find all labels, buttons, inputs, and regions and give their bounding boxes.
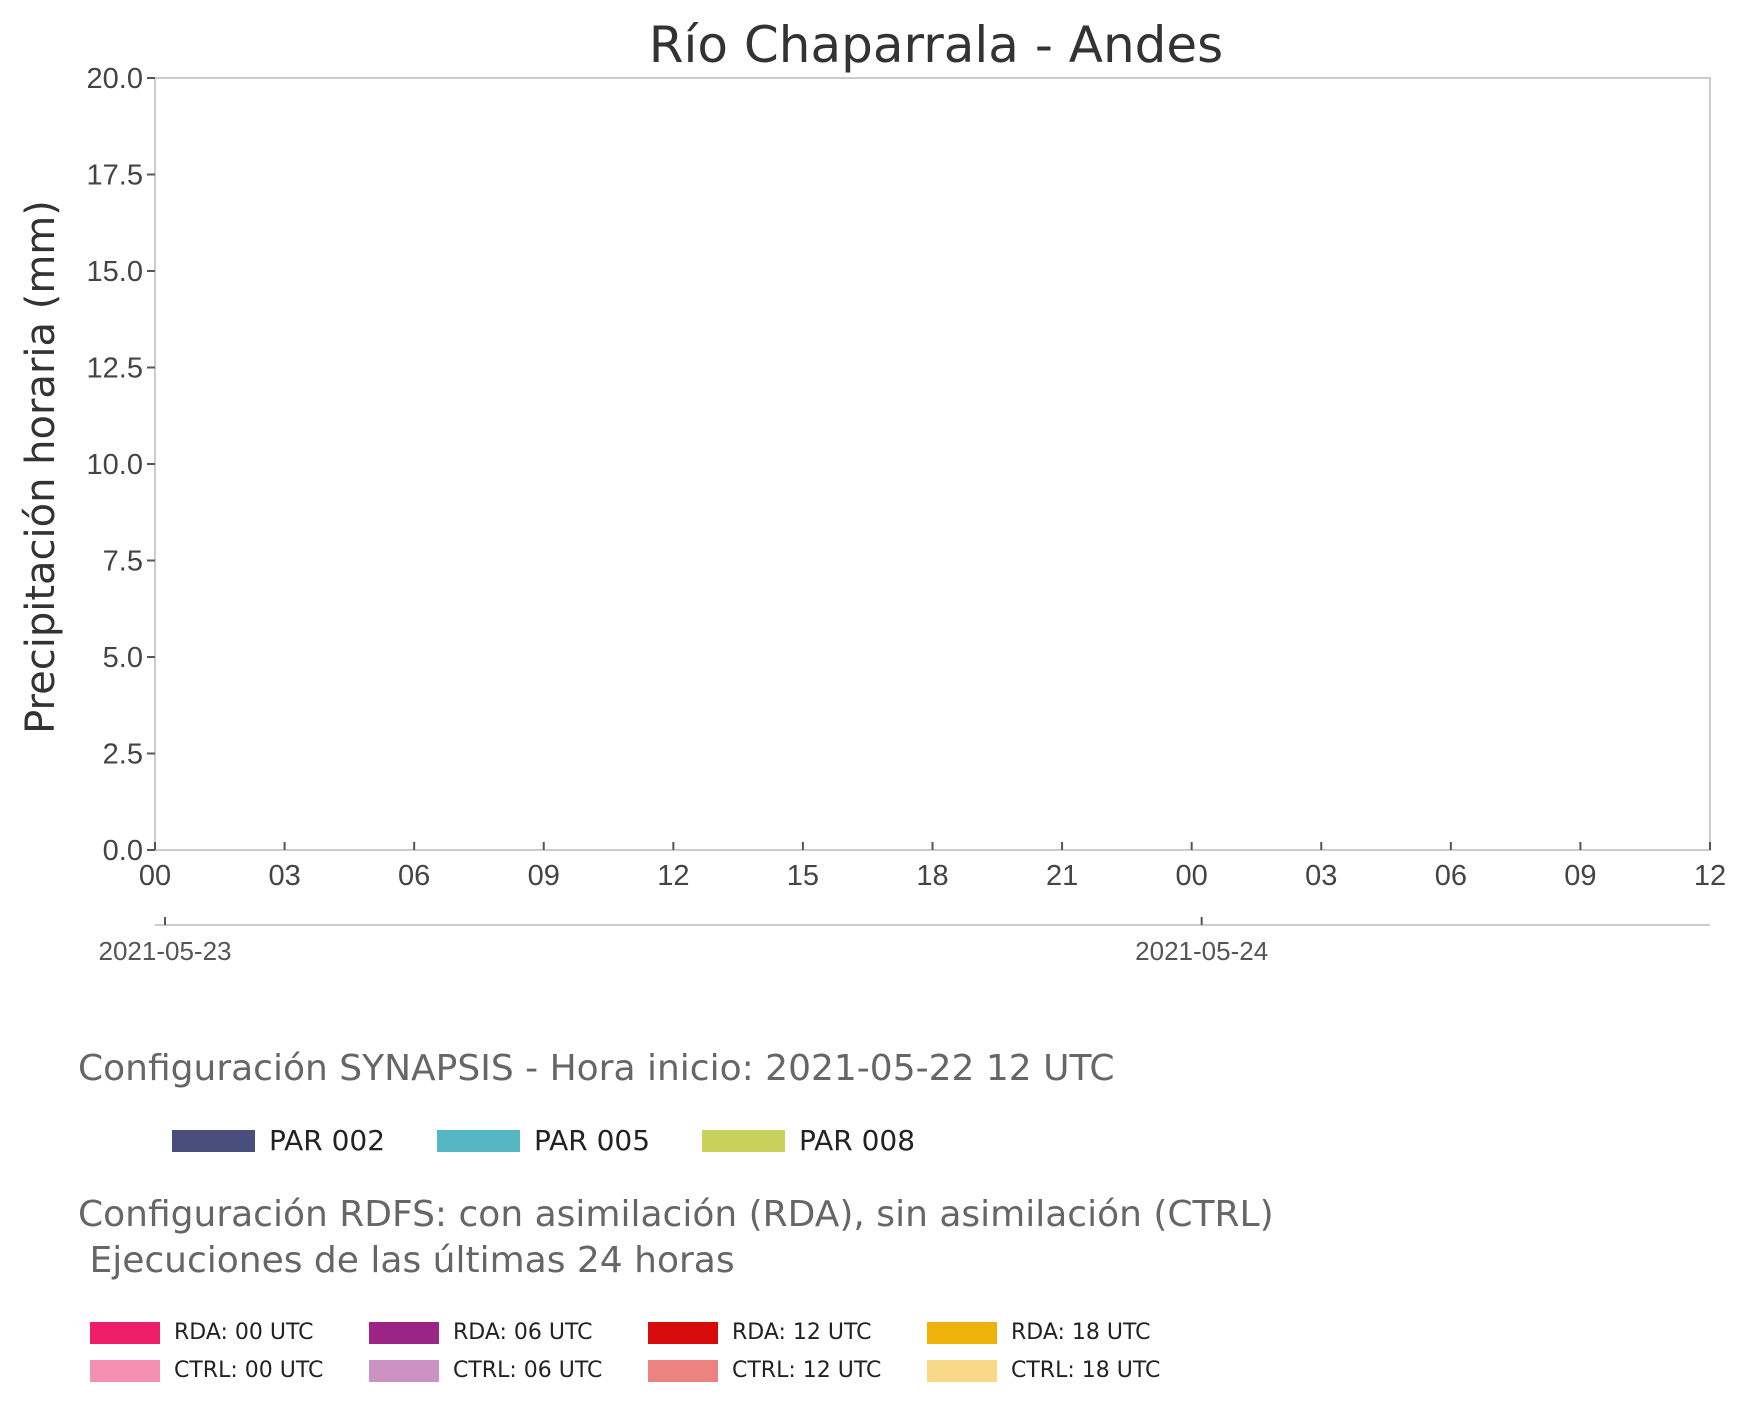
y-tick-label: 17.5 [87,160,143,192]
legend-item: PAR 002 [172,1124,385,1157]
legend-swatch [648,1321,718,1344]
legend-swatch [927,1359,997,1382]
legend-item: RDA: 06 UTC [369,1320,593,1345]
legend-item: CTRL: 12 UTC [648,1358,881,1383]
x-tick-label: 12 [1694,860,1726,892]
chart-title: Río Chaparrala - Andes [649,16,1223,74]
legend-label: RDA: 12 UTC [732,1320,872,1345]
y-tick-label: 12.5 [87,353,143,385]
legend-item: CTRL: 18 UTC [927,1358,1160,1383]
legend-swatch [702,1129,785,1152]
rdfs-heading: Configuración RDFS: con asimilación (RDA… [78,1194,1274,1281]
x-tick-label: 12 [657,860,689,892]
y-tick-label: 5.0 [103,642,143,674]
x-tick-label: 09 [528,860,560,892]
y-tick-label: 15.0 [87,256,143,288]
legend-swatch [437,1129,520,1152]
x-tick-label: 21 [1046,860,1078,892]
y-axis-label: Precipitación horaria (mm) [18,200,64,734]
legend-swatch [369,1359,439,1382]
x-tick-label: 00 [139,860,171,892]
y-tick-label: 7.5 [103,546,143,578]
y-axis-ticks: 0.0 2.5 5.0 7.5 10.0 12.5 15.0 17.5 20.0 [87,63,155,867]
legend-item: CTRL: 00 UTC [90,1358,323,1383]
legend-label: CTRL: 12 UTC [732,1358,882,1383]
x-tick-label: 09 [1564,860,1596,892]
legend-item: PAR 008 [702,1124,915,1157]
x-tick-label: 06 [398,860,430,892]
legend-label: RDA: 06 UTC [453,1320,593,1345]
x-tick-label: 06 [1435,860,1467,892]
date-tick-label: 2021-05-23 [99,936,232,966]
legend-item: CTRL: 06 UTC [369,1358,602,1383]
legend-item: RDA: 12 UTC [648,1320,872,1345]
x-tick-label: 00 [1176,860,1208,892]
legend-swatch [927,1321,997,1344]
legend-label: PAR 005 [534,1124,651,1157]
legend-label: CTRL: 06 UTC [453,1358,603,1383]
precipitation-chart: Río Chaparrala - Andes Precipitación hor… [18,16,1726,966]
y-tick-label: 10.0 [87,449,143,481]
y-tick-label: 20.0 [87,63,143,95]
x-tick-label: 15 [787,860,819,892]
y-tick-label: 2.5 [103,739,143,771]
legend-label: RDA: 00 UTC [174,1320,314,1345]
x-tick-label: 18 [916,860,948,892]
plot-area-frame [154,77,1711,851]
legend-label: PAR 008 [799,1124,916,1157]
legend-swatch [90,1359,160,1382]
legend-item: PAR 005 [437,1124,650,1157]
date-tick-label: 2021-05-24 [1135,936,1268,966]
legend-label: PAR 002 [269,1124,386,1157]
legend-item: RDA: 00 UTC [90,1320,314,1345]
legend-label: RDA: 18 UTC [1011,1320,1151,1345]
legend-swatch [90,1321,160,1344]
synapsis-heading: Configuración SYNAPSIS - Hora inicio: 20… [78,1048,1115,1089]
x-tick-label: 03 [268,860,300,892]
legend-label: CTRL: 00 UTC [174,1358,324,1383]
date-axis-ticks: 2021-05-23 2021-05-24 [99,917,1268,966]
legend-swatch [369,1321,439,1344]
y-tick-label: 0.0 [103,835,143,867]
legend-label: CTRL: 18 UTC [1011,1358,1161,1383]
x-tick-label: 03 [1305,860,1337,892]
x-axis-ticks: 00 03 06 09 12 15 18 21 00 03 06 09 12 [139,842,1726,892]
legend-item: RDA: 18 UTC [927,1320,1151,1345]
legend-swatch [648,1359,718,1382]
legend-swatch [172,1129,255,1152]
